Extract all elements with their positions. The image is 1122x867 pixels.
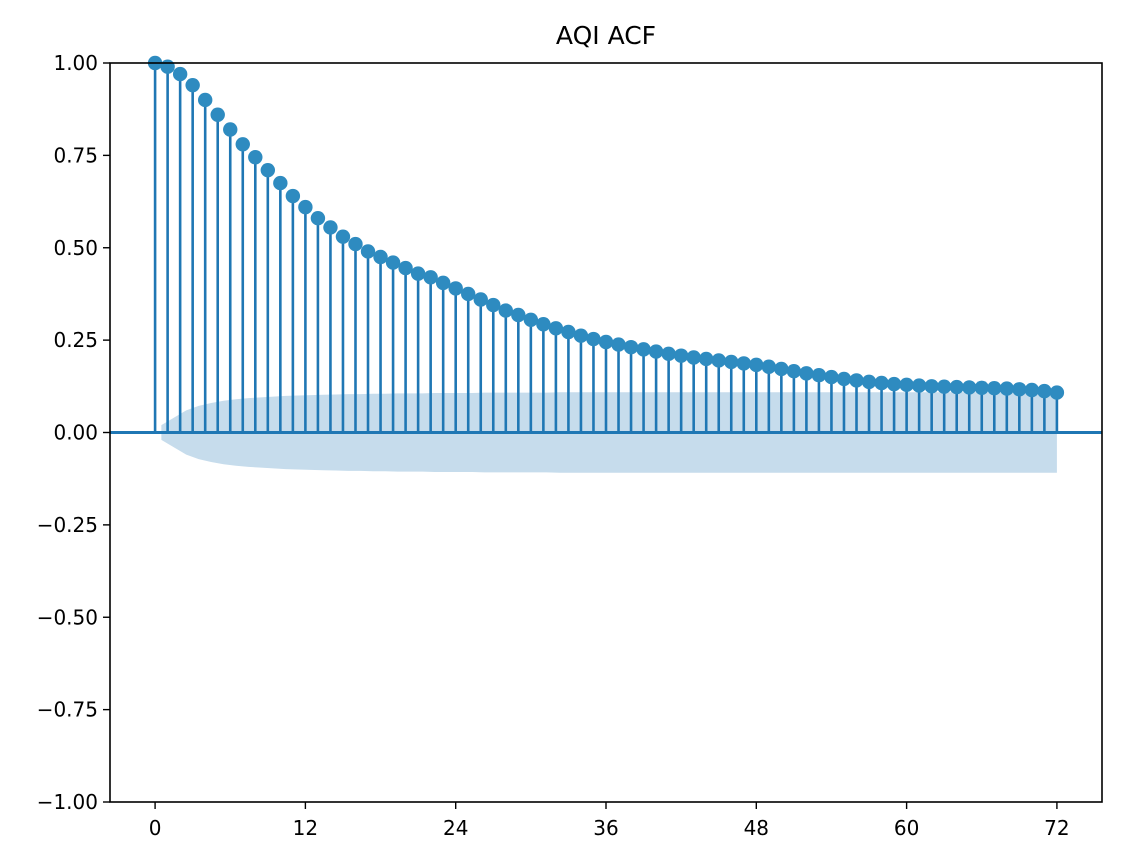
x-tick-label: 60 bbox=[894, 816, 919, 840]
acf-marker-lag-65 bbox=[962, 380, 977, 395]
acf-marker-lag-50 bbox=[774, 361, 789, 377]
acf-marker-lag-12 bbox=[298, 199, 313, 215]
acf-marker-lag-26 bbox=[473, 292, 488, 307]
acf-marker-lag-27 bbox=[486, 297, 501, 313]
acf-marker-lag-55 bbox=[836, 371, 852, 387]
marker-layer bbox=[147, 55, 1065, 400]
acf-marker-lag-10 bbox=[273, 175, 288, 191]
stem-layer bbox=[153, 63, 1059, 433]
acf-marker-lag-24 bbox=[448, 281, 463, 296]
acf-marker-lag-11 bbox=[285, 188, 301, 204]
acf-marker-lag-28 bbox=[498, 303, 513, 318]
acf-marker-lag-64 bbox=[949, 379, 964, 395]
acf-marker-lag-45 bbox=[711, 353, 726, 368]
acf-marker-lag-42 bbox=[673, 348, 689, 363]
y-tick-label: 0.50 bbox=[53, 236, 98, 260]
acf-marker-lag-54 bbox=[824, 369, 839, 385]
axis-layer: 1.00 0.75 0.50 0.25 0.00 −0.25 −0.50 −0.75 −1.00… bbox=[37, 51, 1103, 840]
acf-marker-lag-68 bbox=[999, 381, 1015, 396]
acf-marker-lag-41 bbox=[661, 346, 676, 361]
acf-marker-lag-21 bbox=[410, 266, 426, 281]
acf-marker-lag-38 bbox=[623, 339, 639, 355]
y-tick-label: −0.75 bbox=[37, 698, 98, 722]
acf-marker-lag-62 bbox=[924, 379, 939, 394]
y-tick-label: 0.00 bbox=[53, 421, 98, 445]
acf-marker-lag-49 bbox=[761, 359, 777, 374]
x-tick-label: 0 bbox=[149, 816, 162, 840]
x-tick-label: 24 bbox=[443, 816, 468, 840]
acf-marker-lag-13 bbox=[310, 210, 326, 226]
acf-marker-lag-37 bbox=[611, 337, 626, 352]
acf-marker-lag-66 bbox=[974, 380, 989, 395]
acf-marker-lag-25 bbox=[461, 286, 476, 302]
acf-marker-lag-22 bbox=[423, 270, 438, 285]
acf-marker-lag-36 bbox=[598, 334, 614, 350]
y-tick-label: 1.00 bbox=[53, 51, 98, 75]
acf-marker-lag-29 bbox=[511, 307, 526, 323]
acf-marker-lag-20 bbox=[398, 260, 413, 276]
acf-marker-lag-47 bbox=[736, 356, 751, 371]
x-tick-label: 12 bbox=[293, 816, 318, 840]
acf-marker-lag-6 bbox=[223, 122, 238, 137]
acf-marker-lag-18 bbox=[373, 249, 388, 265]
acf-marker-lag-61 bbox=[911, 378, 927, 393]
acf-marker-lag-44 bbox=[699, 351, 714, 367]
acf-marker-lag-33 bbox=[561, 324, 576, 340]
x-tick-label: 48 bbox=[744, 816, 769, 840]
y-tick-label: 0.25 bbox=[53, 328, 98, 352]
acf-marker-lag-30 bbox=[523, 312, 539, 328]
acf-marker-lag-31 bbox=[536, 317, 551, 332]
y-tick-label: −1.00 bbox=[37, 790, 98, 814]
acf-marker-lag-19 bbox=[385, 255, 401, 270]
acf-marker-lag-35 bbox=[586, 331, 601, 347]
acf-marker-lag-5 bbox=[210, 107, 225, 122]
acf-marker-lag-23 bbox=[435, 275, 451, 291]
acf-marker-lag-14 bbox=[323, 220, 338, 235]
acf-marker-lag-58 bbox=[874, 375, 889, 391]
acf-marker-lag-60 bbox=[899, 377, 914, 393]
acf-marker-lag-67 bbox=[987, 380, 1002, 396]
acf-marker-lag-15 bbox=[335, 229, 351, 244]
acf-marker-lag-48 bbox=[749, 357, 764, 373]
acf-marker-lag-63 bbox=[936, 379, 952, 394]
acf-marker-lag-2 bbox=[172, 66, 188, 82]
acf-marker-lag-71 bbox=[1037, 383, 1052, 399]
acf-marker-lag-39 bbox=[636, 342, 651, 357]
acf-marker-lag-51 bbox=[786, 363, 802, 379]
acf-marker-lag-17 bbox=[360, 244, 376, 259]
acf-marker-lag-7 bbox=[235, 137, 250, 152]
y-tick-label: −0.50 bbox=[37, 605, 98, 629]
acf-marker-lag-56 bbox=[849, 373, 864, 388]
acf-marker-lag-32 bbox=[548, 321, 564, 336]
acf-marker-lag-4 bbox=[197, 92, 213, 108]
y-tick-label: −0.25 bbox=[37, 513, 98, 537]
acf-marker-lag-3 bbox=[185, 77, 200, 93]
x-tick-label: 36 bbox=[593, 816, 618, 840]
acf-marker-lag-57 bbox=[861, 374, 877, 390]
acf-marker-lag-59 bbox=[886, 376, 902, 392]
x-tick-label: 72 bbox=[1044, 816, 1069, 840]
acf-marker-lag-34 bbox=[573, 328, 589, 343]
acf-marker-lag-43 bbox=[686, 350, 701, 365]
acf-marker-lag-40 bbox=[648, 344, 664, 359]
acf-marker-lag-8 bbox=[248, 150, 263, 165]
chart-title: AQI ACF bbox=[556, 21, 656, 50]
acf-marker-lag-53 bbox=[811, 368, 827, 383]
y-tick-label: 0.75 bbox=[53, 143, 98, 167]
acf-marker-lag-52 bbox=[799, 366, 814, 381]
acf-marker-lag-69 bbox=[1012, 382, 1027, 397]
acf-marker-lag-72 bbox=[1049, 385, 1065, 400]
acf-marker-lag-46 bbox=[724, 354, 739, 370]
acf-marker-lag-16 bbox=[348, 236, 363, 252]
acf-marker-lag-1 bbox=[160, 59, 175, 74]
acf-marker-lag-9 bbox=[260, 162, 276, 178]
acf-marker-lag-70 bbox=[1024, 382, 1040, 398]
